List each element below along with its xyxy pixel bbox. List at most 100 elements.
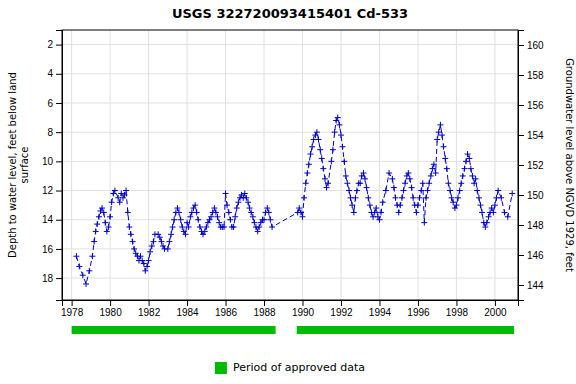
tick: 10 [42,156,62,167]
marker [122,192,128,198]
marker [367,202,373,208]
marker [301,195,307,201]
tick-label: 1980 [99,307,122,318]
marker [466,155,472,161]
marker [303,180,309,186]
tick-mark [518,75,524,76]
marker [269,224,275,230]
marker [317,147,323,153]
marker [492,202,498,208]
marker [139,258,145,264]
marker [320,166,326,172]
marker [165,246,171,252]
tick: 150 [518,190,544,201]
marker [120,195,126,201]
marker [343,173,349,179]
approved-period-bar [297,326,514,334]
marker [214,214,220,220]
marker [208,214,214,220]
tick-mark [518,195,524,196]
tick-label: 1996 [407,307,430,318]
marker [505,214,511,220]
marker [308,151,314,157]
grid-line-x [110,30,111,300]
marker [449,195,455,201]
marker [330,147,336,153]
marker [373,205,379,211]
grid-line-y [62,73,518,74]
tick-label: 152 [527,160,544,171]
x-axis: 1978198019821984198619881990199219941996… [61,300,519,318]
marker [109,199,115,205]
marker [352,195,358,201]
tick-mark [187,300,188,306]
marker [351,209,357,215]
marker [476,195,482,201]
tick-mark [56,278,62,279]
marker [420,180,426,186]
tick-mark [379,300,380,306]
tick-mark [56,132,62,133]
tick-mark [56,45,62,46]
marker [110,190,116,196]
marker [328,158,334,164]
y-axis: 24681012141618 [42,31,63,301]
tick-mark [518,105,524,106]
marker [227,217,233,223]
tick: 156 [518,100,544,111]
tick: 2 [47,39,62,50]
grid-line-y [62,248,518,249]
tick: 6 [47,98,62,109]
marker [158,239,164,245]
tick-label: 1994 [369,307,392,318]
tick-mark [56,191,62,192]
tick: 152 [518,160,544,171]
y-axis-label-line: Depth to water level, feet below land [7,72,18,258]
marker [83,281,89,287]
marker [383,188,389,194]
marker [490,209,496,215]
marker [216,220,222,226]
tick-mark [56,103,62,104]
tick-mark [56,74,62,75]
marker [460,173,466,179]
marker [344,180,350,186]
tick-mark [518,135,524,136]
marker [509,190,515,196]
marker [76,263,82,269]
marker [495,188,501,194]
tick-label: 18 [42,273,54,284]
chart-svg: 1978198019821984198619881990199219941996… [0,0,576,384]
marker [421,220,427,226]
marker [131,246,137,252]
series-line [76,118,512,284]
marker [176,209,182,215]
tick: 154 [518,130,544,141]
tick: 1994 [369,300,392,318]
tick: 1982 [138,300,161,318]
marker [426,180,432,186]
marker [107,214,113,220]
marker [434,136,440,142]
tick-mark [518,45,524,46]
marker [149,243,155,249]
tick: 16 [42,244,62,255]
tick: 148 [518,220,544,231]
marker [203,224,209,230]
tick-label: 160 [527,40,544,51]
grid-line-x [264,30,265,300]
marker [380,199,386,205]
marker [378,209,384,215]
marker [444,166,450,172]
approved-periods [72,326,515,334]
marker [362,176,368,182]
marker [436,129,442,135]
tick-mark [110,300,111,306]
grid-line-x [456,30,457,300]
marker [150,239,156,245]
marker [319,155,325,161]
grid-line-y [62,44,518,45]
marker [447,188,453,194]
axis-line [519,31,525,301]
marker [416,195,422,201]
